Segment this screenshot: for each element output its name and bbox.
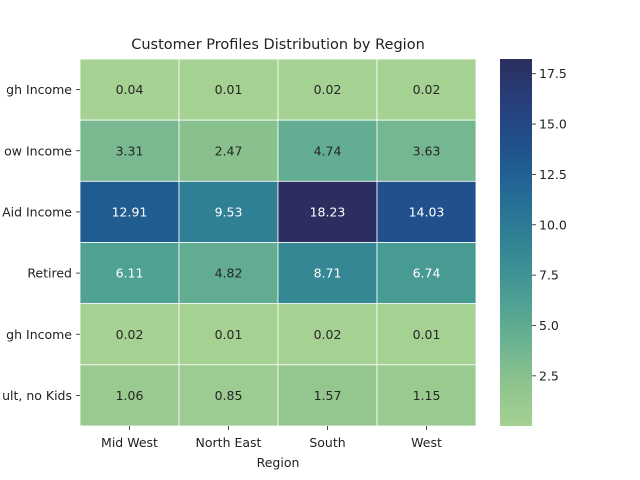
- colorbar-ticks: 2.5 5.0 7.5 10.0 12.5 15.0 17.5: [532, 66, 567, 383]
- heatmap-cells: [79, 58, 477, 427]
- row-tick-label: gh Income: [6, 327, 72, 342]
- heatmap-cell: [178, 58, 279, 121]
- cell-value-label: 0.85: [215, 388, 243, 403]
- column-tick-label: Mid West: [101, 435, 158, 450]
- column-tick-label: North East: [196, 435, 262, 450]
- colorbar-tick-label: 17.5: [539, 66, 567, 81]
- heatmap-cell: [79, 119, 180, 182]
- cell-value-label: 8.71: [314, 266, 342, 281]
- row-tick-labels: gh Income ow Income Aid Income Retired gh In…: [2, 82, 80, 403]
- heatmap-cell: [79, 364, 180, 427]
- cell-value-label: 0.01: [215, 327, 243, 342]
- cell-value-label: 18.23: [310, 204, 346, 219]
- cell-value-label: 2.47: [215, 143, 243, 158]
- cell-value-label: 9.53: [215, 204, 243, 219]
- heatmap-cell: [277, 364, 378, 427]
- cell-value-label: 12.91: [112, 204, 148, 219]
- cell-value-label: 0.02: [413, 82, 441, 97]
- heatmap-cell-labels: 0.04 0.01 0.02 0.02 3.31 2.47 4.74 3.63 12.91 9.5…: [112, 82, 445, 403]
- heatmap-cell: [178, 180, 279, 243]
- heatmap-cell: [376, 242, 477, 305]
- heatmap-cell: [79, 242, 180, 305]
- cell-value-label: 0.02: [314, 327, 342, 342]
- cell-value-label: 1.06: [116, 388, 144, 403]
- cell-value-label: 6.11: [116, 266, 144, 281]
- cell-value-label: 0.01: [215, 82, 243, 97]
- heatmap-cell: [79, 58, 180, 121]
- column-tick-label: South: [309, 435, 345, 450]
- row-tick-label: Retired: [27, 266, 72, 281]
- heatmap-cell: [376, 180, 477, 243]
- heatmap-cell: [178, 364, 279, 427]
- cell-value-label: 0.02: [116, 327, 144, 342]
- colorbar-tick-label: 15.0: [539, 117, 567, 132]
- cell-value-label: 0.02: [314, 82, 342, 97]
- heatmap-cell: [178, 119, 279, 182]
- colorbar-tick-label: 10.0: [539, 217, 567, 232]
- cell-value-label: 3.63: [413, 143, 441, 158]
- x-axis-label: Region: [257, 455, 300, 470]
- colorbar-tick-label: 12.5: [539, 167, 567, 182]
- cell-value-label: 3.31: [116, 143, 144, 158]
- cell-value-label: 4.82: [215, 266, 243, 281]
- row-tick-label: gh Income: [6, 82, 72, 97]
- heatmap-cell: [376, 119, 477, 182]
- row-tick-label: ow Income: [4, 143, 72, 158]
- cell-value-label: 0.04: [116, 82, 144, 97]
- heatmap-cell: [178, 303, 279, 366]
- cell-value-label: 1.15: [413, 388, 441, 403]
- heatmap-cell: [376, 303, 477, 366]
- colorbar: [500, 59, 532, 426]
- colorbar-tick-label: 2.5: [539, 368, 559, 383]
- heatmap-cell: [79, 303, 180, 366]
- heatmap-cell: [277, 242, 378, 305]
- heatmap-cell: [277, 303, 378, 366]
- heatmap-cell: [376, 58, 477, 121]
- heatmap-cell: [277, 58, 378, 121]
- colorbar-tick-label: 5.0: [539, 318, 559, 333]
- column-tick-label: West: [411, 435, 442, 450]
- cell-value-label: 0.01: [413, 327, 441, 342]
- colorbar-tick-label: 7.5: [539, 268, 559, 283]
- cell-value-label: 14.03: [409, 204, 445, 219]
- chart-title: Customer Profiles Distribution by Region: [131, 37, 425, 53]
- heatmap-cell: [376, 364, 477, 427]
- cell-value-label: 6.74: [413, 266, 441, 281]
- cell-value-label: 1.57: [314, 388, 342, 403]
- cell-value-label: 4.74: [314, 143, 342, 158]
- heatmap-cell: [178, 242, 279, 305]
- row-tick-label: ult, no Kids: [2, 388, 72, 403]
- column-tick-labels: Mid West North East South West: [101, 426, 442, 450]
- row-tick-label: Aid Income: [2, 204, 72, 219]
